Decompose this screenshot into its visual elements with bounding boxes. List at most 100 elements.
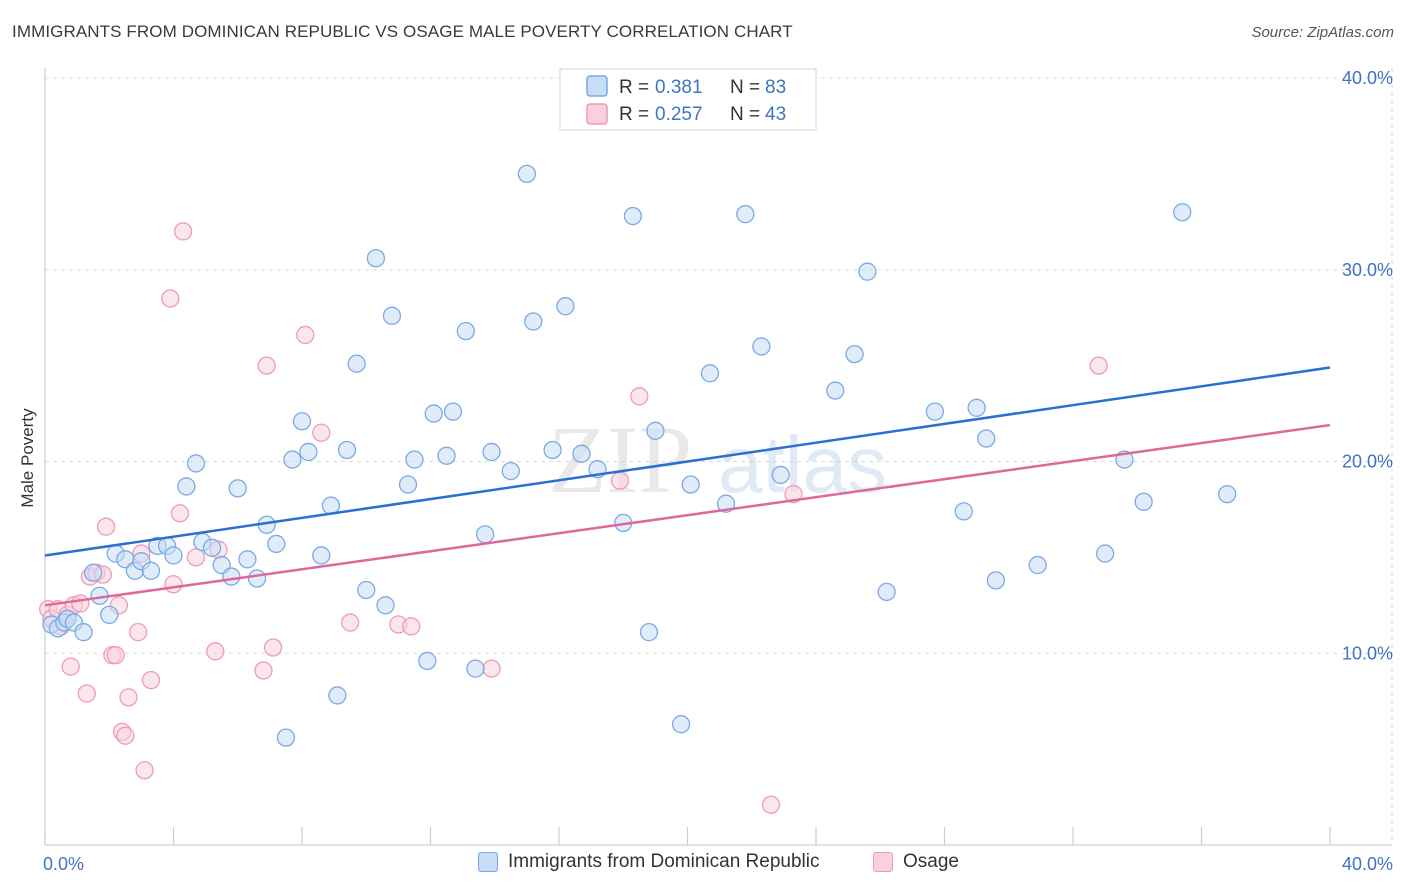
dominican-point-40: [382, 306, 402, 325]
osage-point-42: [784, 484, 803, 504]
dominican-point-54: [543, 440, 562, 460]
dominican-point-72: [877, 582, 896, 602]
dominican-point-8: [100, 605, 119, 625]
dominican-point-56: [572, 444, 591, 463]
dominican-point-18: [186, 454, 206, 473]
dominican-point-78: [1028, 555, 1047, 575]
dominican-point-42: [405, 450, 424, 469]
dominican-point-29: [283, 450, 302, 469]
osage-point-14: [106, 646, 125, 665]
osage-point-19: [129, 623, 148, 642]
dominican-point-61: [646, 421, 665, 440]
osage-point-12: [96, 517, 116, 536]
osage-point-38: [482, 659, 501, 678]
osage-point-25: [170, 504, 190, 523]
dominican-point-45: [437, 446, 456, 465]
legend-r-value-2: 0.257: [655, 104, 703, 125]
dominican-point-41: [398, 475, 418, 494]
source-label: Source: ZipAtlas.com: [1251, 24, 1394, 41]
dominican-point-75: [967, 398, 986, 417]
y-tick-label-0: 10.0%: [1342, 643, 1393, 663]
legend-item-osage: Osage: [873, 851, 959, 873]
dominican-point-31: [299, 442, 318, 462]
osage-point-31: [257, 356, 276, 375]
dominican-point-64: [700, 364, 720, 383]
trend-lines: [44, 366, 1331, 607]
gridlines: [45, 68, 1393, 845]
dominican-point-67: [752, 337, 771, 356]
legend-label-osage: Osage: [903, 851, 959, 872]
dominican-point-20: [202, 538, 222, 557]
dominican-point-16: [164, 546, 183, 565]
dominican-point-62: [671, 715, 691, 734]
dominican-point-28: [276, 728, 296, 747]
y-tick-label-1: 20.0%: [1342, 452, 1393, 472]
dominican-point-34: [328, 686, 347, 705]
osage-point-24: [164, 575, 183, 594]
dominican-point-52: [517, 164, 537, 184]
dominican-point-79: [1095, 544, 1115, 563]
legend-item-dominican: Immigrants from Dominican Republic: [478, 851, 820, 873]
stats-legend: R = 0.381 N = 83 R = 0.257 N = 43: [559, 68, 817, 131]
dominican-point-6: [84, 563, 103, 582]
dominican-point-76: [977, 429, 996, 448]
osage-point-34: [312, 423, 331, 442]
dominican-point-36: [347, 354, 366, 373]
dominican-point-24: [238, 550, 257, 569]
legend-n-value-1: 83: [765, 77, 786, 98]
dominican-point-63: [681, 475, 700, 494]
chart-title: IMMIGRANTS FROM DOMINICAN REPUBLIC VS OS…: [12, 22, 793, 41]
dominican-point-59: [623, 206, 643, 226]
osage-point-27: [186, 548, 206, 567]
dominican-point-43: [418, 651, 437, 671]
dominican-point-70: [845, 344, 864, 364]
dominican-point-66: [736, 204, 755, 224]
x-tick-label-1: 40.0%: [1342, 854, 1393, 874]
legend-swatch-dominican: [586, 75, 608, 97]
axes: [44, 68, 1392, 846]
osage-point-26: [173, 222, 193, 241]
dominican-point-50: [482, 442, 501, 462]
x-tick-label-0: 0.0%: [43, 854, 84, 874]
legend-label-dominican: Immigrants from Dominican Republic: [508, 851, 820, 872]
dominican-point-77: [986, 571, 1006, 590]
osage-point-39: [610, 471, 630, 490]
dominican-point-35: [337, 440, 357, 460]
legend-swatch-osage-bottom: [873, 852, 893, 872]
dominican-point-17: [177, 477, 196, 496]
dominican-point-23: [228, 479, 247, 498]
dominican-point-55: [556, 297, 575, 316]
dominican-point-82: [1173, 203, 1192, 222]
dominican-point-74: [954, 502, 973, 521]
dominican-point-83: [1218, 484, 1237, 504]
dominican-point-22: [222, 567, 241, 586]
osage-point-30: [254, 661, 273, 680]
legend-n-value-2: 43: [765, 104, 786, 125]
dominican-points: [42, 164, 1237, 747]
osage-point-41: [761, 795, 781, 814]
osage-point-37: [402, 617, 421, 636]
osage-point-23: [161, 289, 180, 308]
y-tick-label-3: 40.0%: [1342, 68, 1393, 88]
dominican-point-30: [292, 412, 312, 431]
osage-point-7: [71, 594, 90, 613]
osage-point-32: [263, 638, 283, 657]
y-axis-title: Male Poverty: [18, 408, 37, 508]
dominican-point-49: [475, 525, 495, 544]
legend-r-value-1: 0.381: [655, 77, 703, 98]
osage-point-40: [630, 387, 649, 406]
legend-swatch-osage: [586, 103, 608, 125]
legend-r-label-1: R =: [619, 77, 649, 98]
dominican-point-46: [443, 402, 463, 421]
dominican-point-47: [456, 321, 475, 341]
legend-r-label-2: R =: [619, 104, 649, 125]
osage-trend-line: [44, 423, 1331, 607]
dominican-point-73: [925, 402, 945, 421]
dominican-point-81: [1134, 492, 1153, 511]
osage-point-5: [61, 657, 80, 676]
osage-point-8: [77, 684, 96, 703]
legend-swatch-dominican-bottom: [478, 852, 498, 872]
osage-points: [39, 222, 1108, 814]
osage-point-21: [135, 761, 154, 780]
